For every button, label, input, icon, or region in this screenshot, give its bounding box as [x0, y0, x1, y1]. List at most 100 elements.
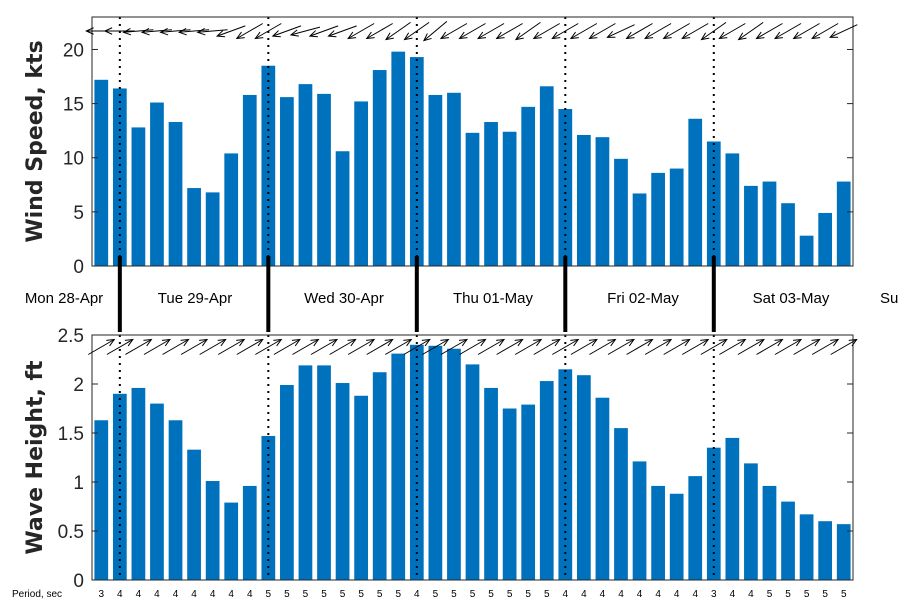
y-tick-label: 15 [63, 95, 84, 116]
direction-arrow [235, 23, 264, 40]
y-tick-label: 0 [73, 571, 84, 592]
period-value: 5 [395, 589, 401, 600]
bar [131, 127, 146, 266]
bar [706, 141, 721, 266]
day-label: Sat 03-May [753, 290, 830, 307]
period-value: 5 [266, 589, 272, 600]
bar [280, 384, 294, 580]
period-value: 5 [822, 589, 828, 600]
bar [688, 118, 703, 266]
period-value: 4 [117, 589, 123, 600]
period-value: 5 [488, 589, 494, 600]
bar [595, 397, 610, 580]
period-value: 5 [525, 589, 531, 600]
direction-arrow [106, 338, 134, 355]
direction-arrow [774, 338, 803, 355]
day-label: Tue 29-Apr [158, 290, 232, 307]
bar [391, 51, 406, 266]
bar [168, 420, 183, 580]
period-value: 5 [358, 589, 364, 600]
y-tick-label: 10 [63, 149, 84, 170]
direction-arrow [663, 338, 691, 355]
direction-arrow [125, 338, 153, 355]
y-tick-label: 1.5 [58, 424, 84, 445]
direction-arrow [570, 338, 598, 355]
period-value: 4 [563, 589, 569, 600]
wave-height-panel: 0 0.5 1 1.5 2 2.5 Wave Height, ft [23, 326, 858, 592]
bar [391, 353, 406, 580]
bar [168, 122, 183, 266]
direction-arrow [756, 338, 784, 355]
bar [558, 109, 573, 267]
direction-arrow [700, 21, 727, 41]
period-value: 4 [210, 589, 216, 600]
direction-arrow [719, 338, 747, 355]
bar [539, 86, 554, 266]
direction-arrow [552, 338, 580, 355]
bar [261, 435, 276, 580]
bar [298, 365, 313, 580]
bar [799, 514, 814, 580]
period-row: Period, sec 3 4 4 4 4 4 4 4 4 5 5 5 5 5 5 5 5 4 5 5 5 5 5 5 5 4 4 4… [12, 589, 847, 600]
direction-arrow [347, 338, 376, 355]
direction-arrow [662, 23, 690, 40]
axes-frame [91, 334, 854, 581]
direction-arrow [514, 21, 541, 41]
direction-arrow [347, 23, 375, 40]
direction-arrow [737, 21, 764, 41]
period-value: 3 [98, 589, 104, 600]
period-value: 4 [228, 589, 234, 600]
direction-arrow [422, 20, 448, 42]
bar [614, 158, 628, 266]
bar [688, 476, 703, 580]
direction-arrow [569, 23, 598, 40]
period-value: 5 [433, 589, 439, 600]
period-value: 4 [730, 589, 736, 600]
bar [224, 502, 239, 580]
bar [428, 94, 443, 267]
bar [799, 235, 814, 266]
direction-arrow [626, 338, 654, 355]
bar [224, 153, 239, 266]
direction-arrow [403, 338, 431, 355]
day-label: Fri 02-May [607, 290, 679, 307]
bar [558, 369, 573, 580]
direction-arrow [366, 338, 394, 355]
bar [595, 137, 610, 266]
bar [651, 485, 665, 580]
bar [205, 481, 220, 580]
period-value: 4 [637, 589, 643, 600]
bar [614, 428, 628, 580]
day-label: Wed 30-Apr [304, 290, 384, 307]
bar [669, 493, 684, 580]
direction-arrow [271, 25, 302, 38]
direction-arrow [644, 23, 672, 40]
direction-arrow [551, 23, 579, 40]
period-value: 5 [544, 589, 550, 600]
period-value: 4 [692, 589, 698, 600]
axes-frame [91, 16, 854, 267]
direction-arrow [140, 27, 172, 36]
direction-arrow [755, 23, 783, 40]
direction-arrow [180, 338, 209, 355]
direction-arrow [811, 23, 839, 40]
direction-arrow [606, 24, 635, 38]
direction-arrow [162, 338, 190, 355]
direction-arrow [327, 25, 357, 38]
bar [131, 387, 146, 580]
y-tick-label: 1 [73, 473, 84, 494]
bar [447, 92, 461, 266]
bar [187, 449, 201, 580]
direction-arrow [681, 338, 710, 355]
y-tick-label: 2 [73, 375, 84, 396]
direction-arrow [625, 23, 653, 40]
direction-arrow [196, 27, 228, 36]
bar [187, 188, 201, 266]
direction-arrow [737, 338, 765, 355]
direction-arrow [607, 338, 636, 355]
period-value: 4 [154, 589, 160, 600]
bar [298, 84, 313, 267]
period-value: 5 [340, 589, 346, 600]
direction-arrow [255, 338, 283, 355]
